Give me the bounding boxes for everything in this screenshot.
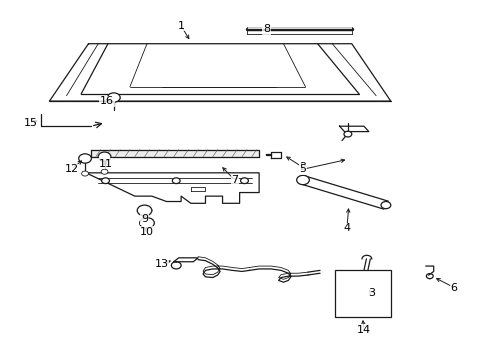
Circle shape — [240, 178, 248, 184]
Text: 5: 5 — [299, 164, 306, 174]
Text: 10: 10 — [140, 227, 154, 237]
Text: 2: 2 — [299, 162, 306, 172]
Circle shape — [81, 171, 88, 176]
Text: 16: 16 — [100, 96, 114, 106]
Circle shape — [380, 202, 390, 209]
Circle shape — [137, 205, 152, 216]
Circle shape — [107, 93, 120, 102]
Text: 11: 11 — [98, 159, 112, 169]
Circle shape — [140, 218, 154, 228]
Text: 4: 4 — [343, 224, 350, 233]
Text: 9: 9 — [141, 215, 148, 224]
Text: 6: 6 — [450, 283, 457, 293]
Text: 7: 7 — [231, 175, 238, 185]
Circle shape — [296, 175, 309, 185]
Circle shape — [98, 152, 111, 161]
Text: 14: 14 — [356, 325, 370, 335]
Text: 12: 12 — [64, 164, 78, 174]
Text: 3: 3 — [367, 288, 374, 298]
Text: 15: 15 — [24, 118, 38, 128]
Circle shape — [343, 131, 351, 137]
Bar — [334, 270, 390, 317]
Text: 13: 13 — [154, 259, 168, 269]
Text: 1: 1 — [177, 21, 184, 31]
Circle shape — [101, 169, 108, 174]
Text: 8: 8 — [263, 24, 269, 35]
Circle shape — [79, 154, 91, 163]
Circle shape — [102, 178, 109, 184]
Circle shape — [172, 178, 180, 184]
